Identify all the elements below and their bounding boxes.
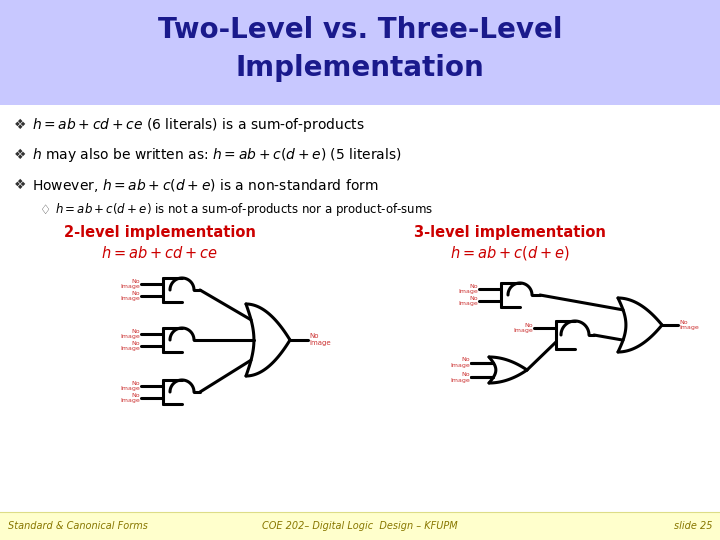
FancyBboxPatch shape (0, 512, 720, 540)
FancyBboxPatch shape (0, 0, 720, 105)
Text: $h = ab + cd + ce$ (6 literals) is a sum-of-products: $h = ab + cd + ce$ (6 literals) is a sum… (32, 116, 365, 134)
Text: No
Image: No Image (458, 284, 478, 294)
Text: 3-level implementation: 3-level implementation (414, 226, 606, 240)
Text: No
Image: No Image (513, 322, 533, 333)
Text: Standard & Canonical Forms: Standard & Canonical Forms (8, 521, 148, 531)
Text: ❖: ❖ (14, 148, 27, 162)
Text: slide 25: slide 25 (673, 521, 712, 531)
Text: $h$ may also be written as: $h = ab + c(d + e)$ (5 literals): $h$ may also be written as: $h = ab + c(… (32, 146, 402, 164)
Text: COE 202– Digital Logic  Design – KFUPM: COE 202– Digital Logic Design – KFUPM (262, 521, 458, 531)
Text: No
Image: No Image (451, 357, 470, 368)
Text: No
Image: No Image (120, 279, 140, 289)
Text: $h = ab + c(d + e)$ is not a sum-of-products nor a product-of-sums: $h = ab + c(d + e)$ is not a sum-of-prod… (55, 201, 433, 219)
Text: Implementation: Implementation (235, 54, 485, 82)
Text: However, $h = ab + c(d + e)$ is a non-standard form: However, $h = ab + c(d + e)$ is a non-st… (32, 177, 379, 193)
Text: No
Image: No Image (120, 329, 140, 340)
Text: No
Image: No Image (120, 381, 140, 392)
Text: No
Image: No Image (309, 334, 330, 347)
Text: No
Image: No Image (120, 291, 140, 301)
Text: Two-Level vs. Three-Level: Two-Level vs. Three-Level (158, 16, 562, 44)
Text: No
Image: No Image (451, 372, 470, 383)
Text: No
Image: No Image (120, 341, 140, 352)
Text: No
Image: No Image (120, 393, 140, 403)
Text: $h = ab + c(d + e)$: $h = ab + c(d + e)$ (450, 244, 570, 262)
Text: No
Image: No Image (679, 320, 698, 330)
Text: 2-level implementation: 2-level implementation (64, 226, 256, 240)
Text: ♢: ♢ (40, 204, 51, 217)
Text: ❖: ❖ (14, 178, 27, 192)
Text: $h = ab + cd + ce$: $h = ab + cd + ce$ (102, 245, 219, 261)
Text: ❖: ❖ (14, 118, 27, 132)
Text: No
Image: No Image (458, 295, 478, 306)
